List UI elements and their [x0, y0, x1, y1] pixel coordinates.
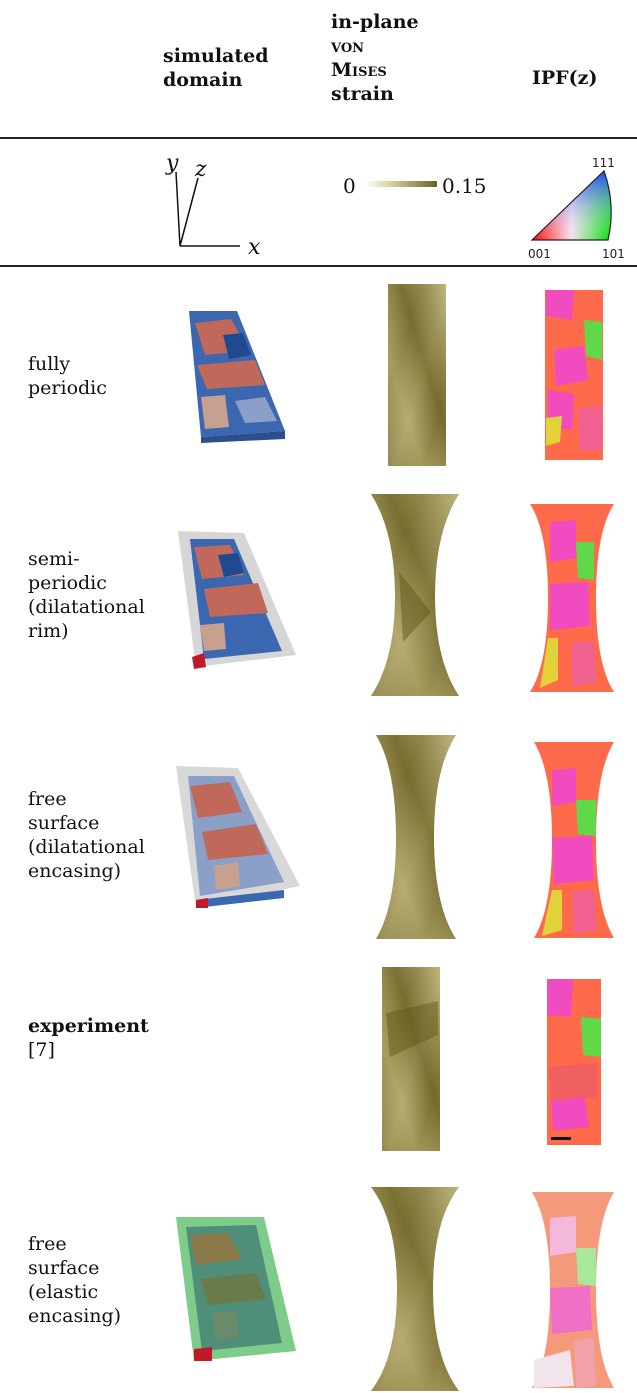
- strain-map-free-surface-dilatational: [376, 735, 456, 939]
- scale-bar: [551, 1137, 571, 1140]
- ipf-map-free-surface-elastic: [532, 1192, 614, 1388]
- row-label-semi-periodic: semi- periodic (dilatational rim): [28, 547, 145, 643]
- domain-fully-periodic: [189, 311, 285, 443]
- header-col2-line4: strain: [331, 83, 394, 105]
- label-line: fully: [28, 353, 71, 375]
- label-line: (dilatational: [28, 836, 145, 858]
- ipf-triangle: 111 001 101: [528, 156, 625, 261]
- label-line: surface: [28, 812, 100, 834]
- legend-rule: [0, 265, 637, 267]
- domain-free-surface-elastic: [176, 1217, 296, 1361]
- axis-y-label: y: [165, 151, 179, 176]
- row-label-free-surface-elastic: free surface (elastic encasing): [28, 1232, 121, 1328]
- label-line: rim): [28, 620, 69, 642]
- domain-semi-periodic: [178, 531, 296, 669]
- axis-x-label: x: [248, 235, 261, 260]
- header-col2-line1: in-plane: [331, 11, 419, 33]
- label-line: [7]: [28, 1039, 55, 1061]
- ipf-corner-top: 111: [592, 156, 615, 170]
- header-col2-line3: Mises: [331, 59, 387, 81]
- row-label-experiment: experiment [7]: [28, 1014, 149, 1062]
- row-label-fully-periodic: fully periodic: [28, 352, 107, 400]
- strain-max-label: 0.15: [442, 174, 487, 198]
- ipf-corner-left: 001: [528, 247, 551, 261]
- row-label-free-surface-dilatational: free surface (dilatational encasing): [28, 787, 145, 883]
- label-line: periodic: [28, 377, 107, 399]
- strain-map-experiment: [382, 967, 440, 1151]
- label-line: encasing): [28, 1305, 122, 1327]
- header-col2-line2: von: [331, 35, 365, 57]
- strain-map-semi-periodic: [371, 494, 459, 696]
- domain-free-surface-dilatational: [176, 766, 300, 908]
- axis-z-label: z: [194, 157, 207, 182]
- label-line: free: [28, 1233, 67, 1255]
- ipf-map-experiment: [547, 979, 601, 1145]
- strain-min-label: 0: [343, 174, 356, 198]
- strain-map-fully-periodic: [388, 284, 446, 466]
- header-col1-line2: domain: [163, 69, 243, 91]
- axes-triad: y z x: [165, 151, 261, 260]
- ipf-map-fully-periodic: [545, 290, 603, 460]
- header-col1-line1: simulated: [163, 45, 269, 67]
- header-ipf: IPF(z): [532, 67, 598, 89]
- ipf-map-semi-periodic: [530, 504, 614, 692]
- label-line: experiment: [28, 1015, 149, 1037]
- strain-map-free-surface-elastic: [371, 1187, 459, 1391]
- label-line: (elastic: [28, 1281, 99, 1303]
- label-line: periodic: [28, 572, 107, 594]
- strain-colorbar: [365, 181, 437, 187]
- label-line: free: [28, 788, 67, 810]
- label-line: encasing): [28, 860, 122, 882]
- header-simulated-domain: simulated domain: [163, 44, 269, 92]
- label-line: surface: [28, 1257, 100, 1279]
- label-line: semi-: [28, 548, 80, 570]
- ipf-map-free-surface-dilatational: [534, 742, 614, 938]
- label-line: (dilatational: [28, 596, 145, 618]
- ipf-corner-right: 101: [602, 247, 625, 261]
- header-strain: in-plane von Mises strain: [331, 10, 419, 106]
- header-rule: [0, 137, 637, 139]
